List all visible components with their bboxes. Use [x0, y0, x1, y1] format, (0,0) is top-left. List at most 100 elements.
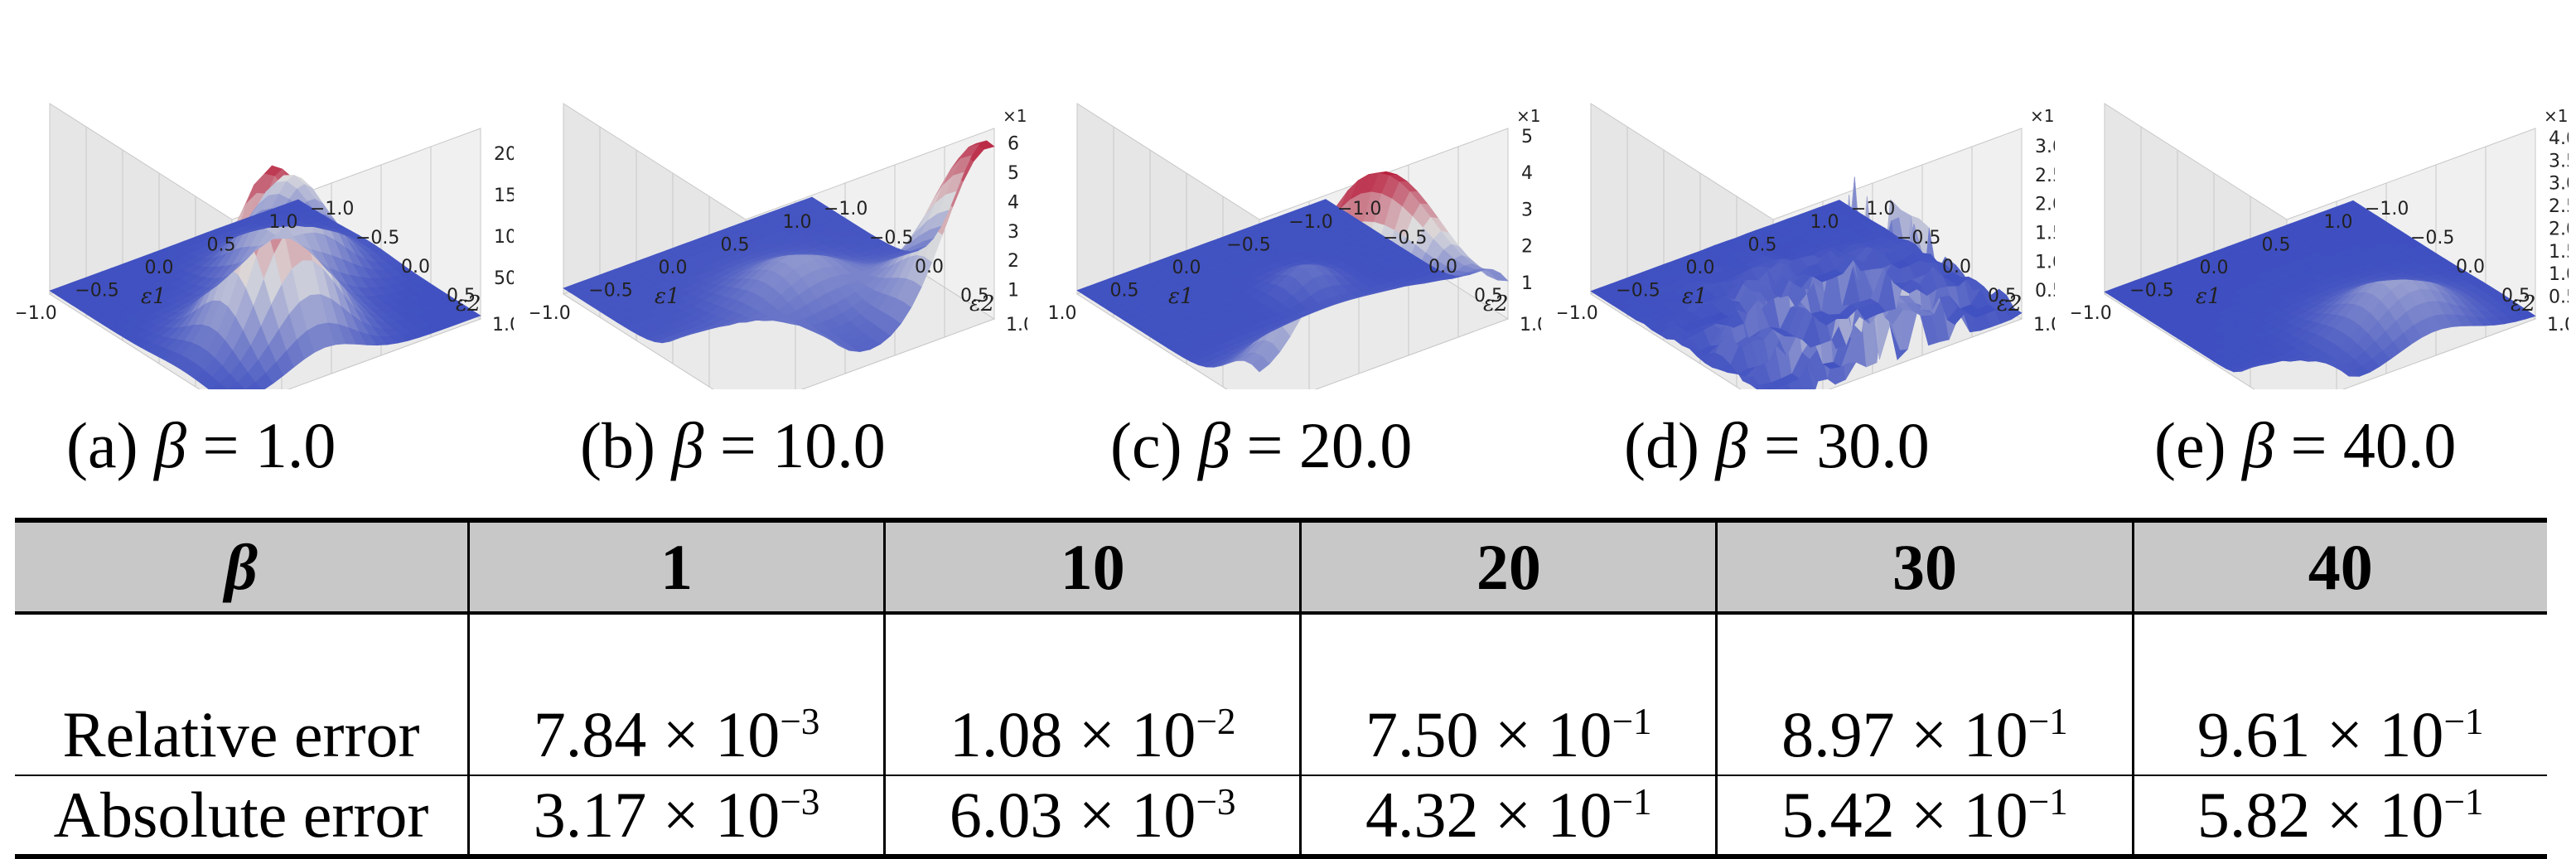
z-tick-label: 200 — [494, 144, 514, 165]
table-row-relative: Relative error 7.84 × 10−3 1.08 × 10−2 7… — [15, 694, 2547, 775]
table-cell: 4.32 × 10−1 — [1301, 775, 1717, 857]
z-tick-label: 2 — [1521, 237, 1533, 258]
x-tick-label: −1.0 — [530, 303, 571, 324]
table-cell: 5.82 × 10−1 — [2133, 775, 2547, 857]
y-axis-label: ε2 — [2511, 292, 2536, 316]
x-tick-label: −0.5 — [1616, 281, 1660, 302]
y-tick-label: −0.5 — [1383, 228, 1427, 249]
x-tick-label: 0.0 — [1686, 258, 1715, 278]
y-axis-label: ε2 — [969, 292, 995, 316]
x-axis-label: ε1 — [2196, 284, 2221, 309]
caption-b: (b) β = 10.0 — [580, 404, 886, 487]
z-tick-label: 1.0 — [2035, 252, 2055, 273]
x-tick-label: 0.5 — [2262, 235, 2291, 256]
row-label: Relative error — [15, 694, 469, 775]
z-tick-label: 4 — [1521, 163, 1533, 184]
row-label: Absolute error — [15, 775, 469, 857]
table-cell: 7.84 × 10−3 — [469, 694, 885, 775]
y-tick-label: 1.0 — [1006, 315, 1027, 335]
caption-d-value: = 30.0 — [1764, 409, 1930, 481]
x-tick-label: 1.0 — [269, 212, 298, 233]
x-axis-label: ε1 — [1168, 284, 1194, 309]
caption-a-value: = 1.0 — [202, 409, 336, 481]
surface-plot-c: 1.00.50.0−0.5−1.0−1.0−0.50.00.51.012345ε… — [1044, 25, 1541, 389]
x-tick-label: 0.0 — [659, 258, 688, 278]
y-tick-label: 0.0 — [1428, 257, 1457, 277]
z-multiplier: ×10⁵ — [2544, 106, 2569, 126]
x-tick-label: 0.5 — [1110, 281, 1139, 302]
surface-plot-d: −1.0−0.50.00.51.0−1.0−0.50.00.51.00.51.0… — [1558, 25, 2055, 389]
y-tick-label: −1.0 — [1337, 199, 1381, 220]
y-tick-label: 0.0 — [915, 257, 944, 277]
caption-c-prefix: (c) — [1110, 409, 1182, 481]
x-axis-label: ε1 — [1682, 284, 1708, 309]
z-tick-label: 1 — [1008, 281, 1019, 302]
caption-e-value: = 40.0 — [2290, 409, 2456, 481]
table-row-absolute: Absolute error 3.17 × 10−3 6.03 × 10−3 4… — [15, 775, 2547, 857]
z-tick-label: 150 — [494, 186, 514, 206]
z-tick-label: 3 — [1008, 222, 1019, 243]
y-tick-label: 0.0 — [1942, 257, 1971, 277]
z-tick-label: 100 — [494, 227, 514, 248]
z-tick-label: 50 — [494, 268, 514, 289]
table-cell: 3.17 × 10−3 — [469, 775, 885, 857]
z-tick-label: 3.5 — [2549, 151, 2569, 171]
caption-a-prefix: (a) — [66, 409, 138, 481]
y-axis-label: ε2 — [1483, 292, 1509, 316]
caption-c-beta: β — [1198, 409, 1230, 481]
z-tick-label: 5 — [1008, 163, 1019, 184]
caption-d-prefix: (d) — [1624, 409, 1699, 481]
caption-e-beta: β — [2242, 409, 2274, 481]
y-tick-label: −0.5 — [2410, 228, 2454, 249]
x-tick-label: 0.5 — [207, 235, 236, 256]
x-tick-label: −1.0 — [17, 303, 57, 324]
z-tick-label: 0.5 — [2035, 281, 2055, 302]
surface-plot-e: −1.0−0.50.00.51.0−1.0−0.50.00.51.00.51.0… — [2071, 25, 2569, 389]
y-axis-label: ε2 — [1997, 292, 2023, 316]
caption-c-value: = 20.0 — [1246, 409, 1412, 481]
surface-svg-a: −1.0−0.50.00.51.0−1.0−0.50.00.51.0501001… — [17, 25, 514, 389]
z-tick-label: 2.0 — [2035, 195, 2055, 215]
z-tick-label: 1.0 — [2549, 264, 2569, 285]
y-tick-label: 1.0 — [492, 315, 514, 335]
y-tick-label: 0.0 — [2456, 257, 2485, 277]
table-cell: 7.50 × 10−1 — [1301, 694, 1717, 775]
surface-svg-e: −1.0−0.50.00.51.0−1.0−0.50.00.51.00.51.0… — [2071, 25, 2569, 389]
table-cell: 9.61 × 10−1 — [2133, 694, 2547, 775]
y-tick-label: 1.0 — [2033, 315, 2055, 335]
y-tick-label: −1.0 — [2365, 199, 2409, 220]
surface-svg-d: −1.0−0.50.00.51.0−1.0−0.50.00.51.00.51.0… — [1558, 25, 2055, 389]
table-header-col: 30 — [1717, 520, 2133, 613]
table-cell: 5.42 × 10−1 — [1717, 775, 2133, 857]
z-tick-label: 1 — [1521, 273, 1533, 294]
caption-b-prefix: (b) — [580, 409, 655, 481]
x-tick-label: −0.5 — [2129, 281, 2173, 302]
x-tick-label: 1.0 — [783, 212, 812, 233]
z-multiplier: ×10⁴ — [2030, 106, 2055, 126]
y-tick-label: −0.5 — [355, 228, 399, 249]
z-tick-label: 2.0 — [2549, 219, 2569, 239]
z-tick-label: 0.5 — [2549, 287, 2569, 308]
caption-d-beta: β — [1715, 409, 1747, 481]
x-tick-label: 0.0 — [2200, 258, 2229, 278]
z-tick-label: 3.0 — [2035, 137, 2055, 157]
z-multiplier: ×10³ — [1003, 106, 1027, 126]
y-tick-label: −0.5 — [869, 228, 913, 249]
x-axis-label: ε1 — [655, 284, 680, 309]
error-table: β 1 10 20 30 40 Relative error 7.84 × 10… — [15, 518, 2547, 859]
surface-plots-row: −1.0−0.50.00.51.0−1.0−0.50.00.51.0501001… — [0, 0, 2576, 505]
x-tick-label: 1.0 — [1810, 212, 1839, 233]
x-tick-label: 0.0 — [145, 258, 174, 278]
caption-a: (a) β = 1.0 — [66, 404, 336, 487]
x-tick-label: 1.0 — [2324, 212, 2353, 233]
table-header-col: 1 — [469, 520, 885, 613]
x-tick-label: 0.0 — [1172, 258, 1201, 278]
caption-c: (c) β = 20.0 — [1110, 404, 1412, 487]
x-tick-label: −0.5 — [75, 281, 118, 302]
table-cell: 6.03 × 10−3 — [885, 775, 1301, 857]
y-tick-label: −1.0 — [310, 199, 354, 220]
y-tick-label: −1.0 — [1851, 199, 1895, 220]
caption-e: (e) β = 40.0 — [2154, 404, 2456, 487]
table-cell: 1.08 × 10−2 — [885, 694, 1301, 775]
caption-b-beta: β — [671, 409, 703, 481]
